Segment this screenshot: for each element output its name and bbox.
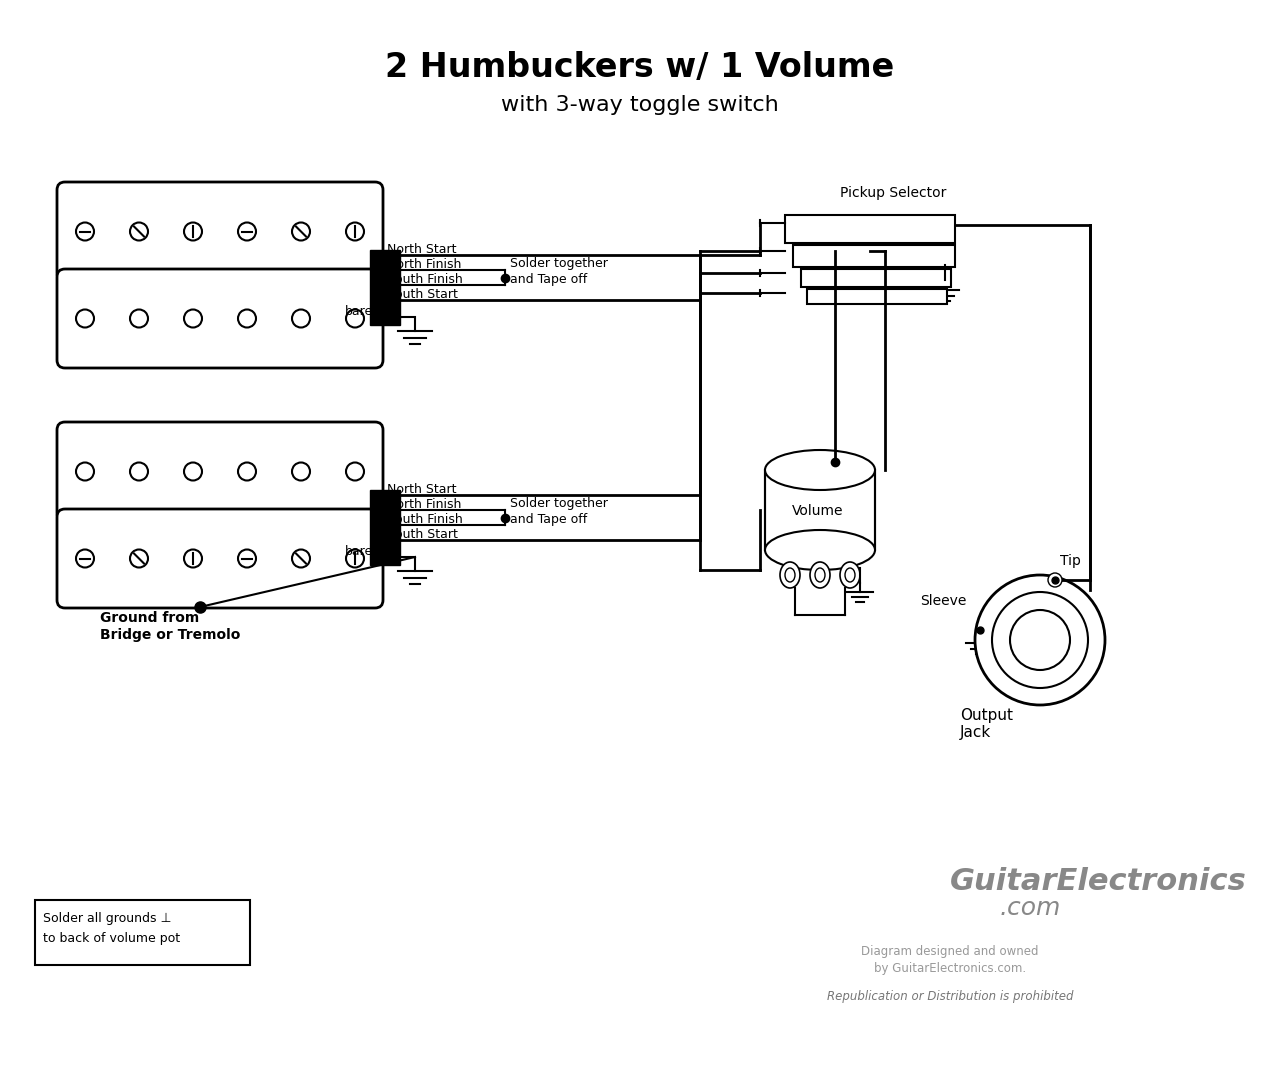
Circle shape <box>131 549 148 567</box>
Circle shape <box>76 549 93 567</box>
Text: South Start: South Start <box>387 288 458 301</box>
Text: 2 Humbuckers w/ 1 Volume: 2 Humbuckers w/ 1 Volume <box>385 52 895 84</box>
Ellipse shape <box>780 562 800 588</box>
Text: bare: bare <box>346 305 374 318</box>
Circle shape <box>184 310 202 327</box>
Text: Jack: Jack <box>960 725 991 740</box>
Text: to back of volume pot: to back of volume pot <box>44 932 180 945</box>
Text: Tip: Tip <box>1060 554 1080 567</box>
Circle shape <box>76 462 93 481</box>
Text: Output: Output <box>960 708 1012 723</box>
Text: .com: .com <box>1000 896 1061 919</box>
Circle shape <box>76 222 93 240</box>
FancyBboxPatch shape <box>58 422 383 521</box>
Ellipse shape <box>785 567 795 582</box>
Text: Solder together: Solder together <box>509 497 608 510</box>
Circle shape <box>292 462 310 481</box>
Text: North Finish: North Finish <box>387 498 461 511</box>
Circle shape <box>76 310 93 327</box>
Text: with 3-way toggle switch: with 3-way toggle switch <box>502 95 778 115</box>
Circle shape <box>975 575 1105 705</box>
Circle shape <box>238 462 256 481</box>
Circle shape <box>292 222 310 240</box>
Bar <box>765 470 876 550</box>
Circle shape <box>1048 573 1062 587</box>
Text: Bridge or Tremolo: Bridge or Tremolo <box>100 628 241 642</box>
Ellipse shape <box>765 451 876 490</box>
Text: Ground from: Ground from <box>100 611 200 625</box>
Circle shape <box>238 549 256 567</box>
Circle shape <box>346 310 364 327</box>
FancyBboxPatch shape <box>58 509 383 608</box>
Circle shape <box>238 310 256 327</box>
Text: Diagram designed and owned: Diagram designed and owned <box>861 945 1039 958</box>
Text: and Tape off: and Tape off <box>509 512 588 525</box>
Ellipse shape <box>840 562 860 588</box>
Bar <box>801 269 951 287</box>
Circle shape <box>346 222 364 240</box>
Circle shape <box>238 222 256 240</box>
FancyBboxPatch shape <box>58 269 383 368</box>
Text: North Finish: North Finish <box>387 258 461 271</box>
Circle shape <box>346 549 364 567</box>
Circle shape <box>346 462 364 481</box>
Text: by GuitarElectronics.com.: by GuitarElectronics.com. <box>874 962 1027 975</box>
Circle shape <box>131 310 148 327</box>
Text: and Tape off: and Tape off <box>509 273 588 286</box>
Bar <box>370 490 399 565</box>
Ellipse shape <box>765 530 876 570</box>
Circle shape <box>292 549 310 567</box>
Bar <box>806 289 947 304</box>
Ellipse shape <box>810 562 829 588</box>
Text: North Start: North Start <box>387 243 457 256</box>
Text: South Start: South Start <box>387 529 458 542</box>
Text: North Start: North Start <box>387 483 457 496</box>
Circle shape <box>184 549 202 567</box>
Circle shape <box>184 462 202 481</box>
Text: South Finish: South Finish <box>387 513 463 526</box>
Circle shape <box>131 462 148 481</box>
Bar <box>370 250 399 325</box>
Circle shape <box>131 222 148 240</box>
Ellipse shape <box>815 567 826 582</box>
Circle shape <box>1010 610 1070 670</box>
Bar <box>794 245 955 268</box>
Circle shape <box>992 592 1088 688</box>
Circle shape <box>292 310 310 327</box>
Text: Volume: Volume <box>792 504 844 518</box>
Text: South Finish: South Finish <box>387 273 463 286</box>
Text: Sleeve: Sleeve <box>920 593 966 608</box>
Text: Republication or Distribution is prohibited: Republication or Distribution is prohibi… <box>827 990 1073 1003</box>
Bar <box>785 216 955 243</box>
Circle shape <box>184 222 202 240</box>
Ellipse shape <box>845 567 855 582</box>
Text: GuitarElectronics: GuitarElectronics <box>950 867 1247 896</box>
Bar <box>35 900 250 965</box>
Text: bare: bare <box>346 545 374 558</box>
Text: Solder all grounds ⊥: Solder all grounds ⊥ <box>44 912 172 925</box>
Text: Pickup Selector: Pickup Selector <box>840 186 946 200</box>
Text: Solder together: Solder together <box>509 258 608 271</box>
FancyBboxPatch shape <box>58 182 383 280</box>
